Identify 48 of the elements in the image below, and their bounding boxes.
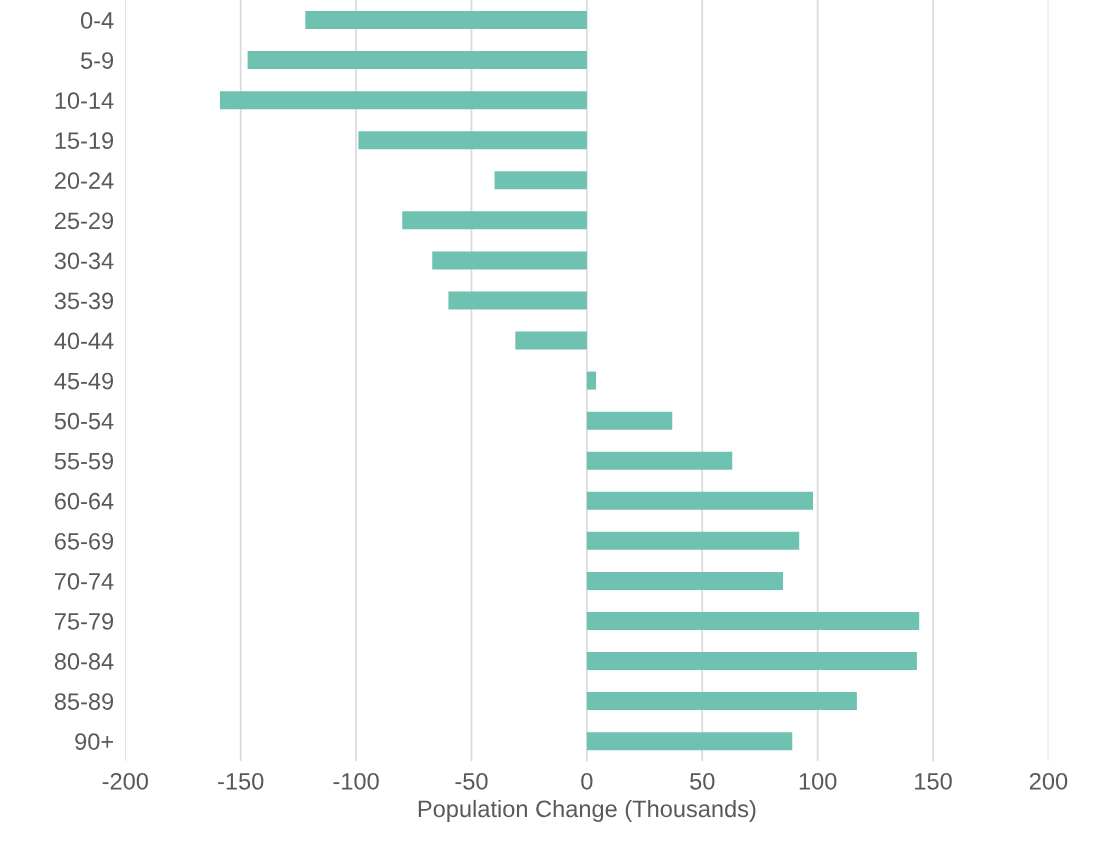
x-tick-label: 150: [915, 772, 952, 790]
y-tick-label: 15-19: [55, 132, 114, 150]
y-tick-label: 40-44: [54, 332, 114, 350]
x-tick-label: -150: [218, 772, 264, 790]
bar: [586, 732, 793, 751]
bar: [586, 451, 733, 470]
bar: [402, 211, 587, 230]
x-tick-label: -100: [333, 772, 379, 790]
bar: [586, 692, 857, 711]
x-tick-label: 50: [690, 772, 715, 790]
x-tick-label: -50: [455, 772, 488, 790]
y-tick-label: 85-89: [54, 693, 114, 710]
y-tick-label: 70-74: [55, 572, 114, 590]
y-tick-label: 60-64: [54, 492, 114, 510]
y-tick-label: 20-24: [54, 172, 114, 190]
x-tick-label: 200: [1029, 772, 1068, 790]
x-axis-title: Population Change (Thousands): [418, 799, 756, 822]
y-tick-label: 90+: [75, 733, 114, 750]
bar: [586, 371, 597, 390]
y-tick-label: 75-79: [55, 613, 114, 630]
bar: [586, 571, 784, 590]
y-tick-label: 80-84: [54, 653, 114, 670]
y-tick-label: 25-29: [54, 212, 114, 230]
y-tick-label: 65-69: [54, 532, 114, 550]
bar: [448, 291, 587, 310]
bar: [586, 611, 920, 630]
y-tick-label: 45-49: [54, 372, 114, 390]
y-tick-label: 10-14: [55, 92, 114, 109]
bar: [247, 51, 587, 70]
bar: [515, 331, 587, 350]
bar: [586, 491, 814, 510]
bar: [494, 171, 587, 190]
y-tick-label: 0-4: [80, 12, 114, 29]
y-tick-label: 35-39: [54, 292, 114, 310]
y-tick-label: 5-9: [81, 52, 114, 69]
bar: [219, 91, 587, 110]
bar: [358, 131, 587, 150]
bar: [305, 11, 587, 30]
x-tick-label: 0: [581, 772, 593, 790]
x-tick-label: -200: [102, 772, 148, 790]
bar: [586, 411, 673, 430]
bar: [586, 652, 917, 671]
bar: [432, 251, 587, 270]
y-tick-label: 55-59: [54, 452, 114, 470]
bar: [586, 531, 800, 550]
x-tick-label: 100: [799, 772, 837, 790]
y-tick-label: 30-34: [54, 252, 114, 270]
y-tick-label: 50-54: [54, 412, 114, 430]
